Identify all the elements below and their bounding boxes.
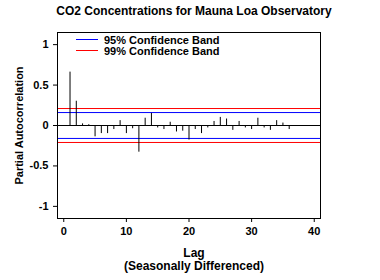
svg-text:20: 20 [183, 225, 195, 237]
svg-text:-1: -1 [39, 200, 49, 212]
svg-text:0.5: 0.5 [33, 79, 48, 91]
html-text:95% Confidence Band: 95% Confidence Band [104, 33, 220, 46]
svg-text:10: 10 [120, 225, 132, 237]
html-text:Lag: Lag [183, 246, 205, 260]
html-text:99% Confidence Band: 99% Confidence Band [104, 44, 220, 57]
svg-text:Partial Autocorrelation: Partial Autocorrelation [13, 66, 25, 184]
svg-text:0: 0 [61, 225, 67, 237]
svg-text:30: 30 [245, 225, 257, 237]
html-text:(Seasonally Differenced): (Seasonally Differenced) [124, 259, 264, 273]
svg-text:0: 0 [42, 119, 48, 131]
svg-text:-0.5: -0.5 [30, 159, 49, 171]
svg-text:40: 40 [308, 225, 320, 237]
html-text:CO2 Concentrations for Mauna L: CO2 Concentrations for Mauna Loa Observa… [56, 4, 332, 18]
svg-text:1: 1 [42, 38, 48, 50]
